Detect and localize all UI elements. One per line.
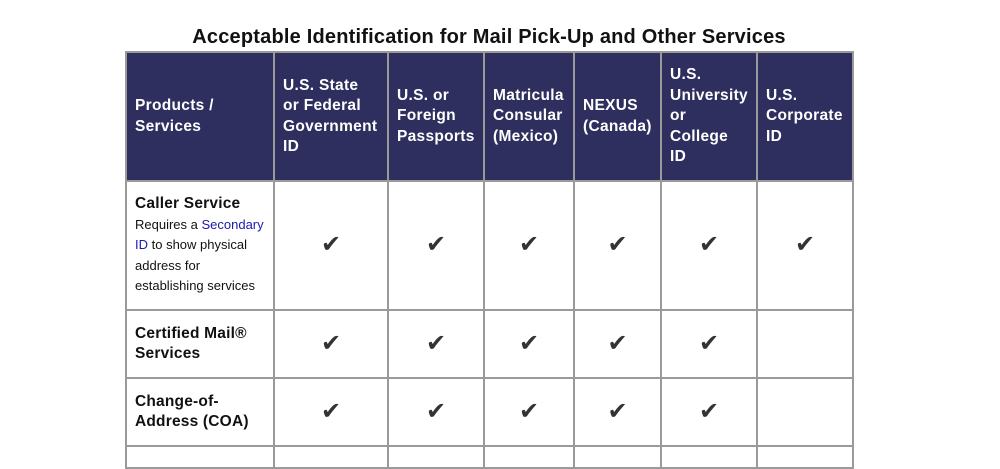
service-note-end: to show physical address for establishin…	[135, 237, 255, 294]
header-corporate-id: U.S. Corporate ID	[756, 51, 854, 182]
header-matricula: Matricula Consular (Mexico)	[483, 51, 575, 182]
check-icon: ✔	[483, 377, 575, 447]
check-icon: ✔	[387, 180, 485, 311]
secondary-id-link[interactable]: Secondary ID	[135, 216, 264, 253]
header-products: Products / Services	[125, 51, 275, 182]
check-icon: ✔	[573, 180, 662, 311]
table-row: Change-of-Address (COA) ✔ ✔ ✔ ✔ ✔	[125, 377, 854, 447]
check-icon: ✔	[483, 309, 575, 379]
table-row: Certified Mail® Services ✔ ✔ ✔ ✔ ✔	[125, 309, 854, 379]
page-title: Acceptable Identification for Mail Pick-…	[192, 26, 786, 48]
check-icon: ✔	[660, 180, 758, 311]
check-icon: ✔	[273, 377, 389, 447]
check-icon: ✔	[660, 309, 758, 379]
check-icon: ✔	[573, 377, 662, 447]
header-passports: U.S. or Foreign Passports	[387, 51, 485, 182]
check-icon: ✔	[387, 377, 485, 447]
service-cell: Change-of-Address (COA)	[125, 377, 275, 447]
id-table: Products / Services U.S. State or Federa…	[125, 51, 854, 469]
check-icon: ✔	[660, 377, 758, 447]
table-row: Caller Service Requires a Secondary ID to…	[125, 180, 854, 311]
check-icon: ✔	[573, 309, 662, 379]
empty-cell	[756, 309, 854, 379]
header-nexus: NEXUS (Canada)	[573, 51, 662, 182]
service-name: Caller Service	[135, 195, 241, 213]
empty-cell	[756, 377, 854, 447]
service-cell: Caller Service Requires a Secondary ID to…	[125, 180, 275, 311]
table-row	[125, 445, 854, 469]
check-icon: ✔	[273, 180, 389, 311]
header-gov-id: U.S. State or Federal Government ID	[273, 51, 389, 182]
service-note: Requires a	[135, 216, 202, 232]
check-icon: ✔	[483, 180, 575, 311]
check-icon: ✔	[756, 180, 854, 311]
header-university-id: U.S. University or College ID	[660, 51, 758, 182]
service-name: Certified Mail® Services	[135, 324, 247, 363]
check-icon: ✔	[273, 309, 389, 379]
check-icon: ✔	[387, 309, 485, 379]
service-cell: Certified Mail® Services	[125, 309, 275, 379]
service-name: Change-of-Address (COA)	[135, 392, 249, 431]
header-row: Products / Services U.S. State or Federa…	[125, 51, 854, 182]
